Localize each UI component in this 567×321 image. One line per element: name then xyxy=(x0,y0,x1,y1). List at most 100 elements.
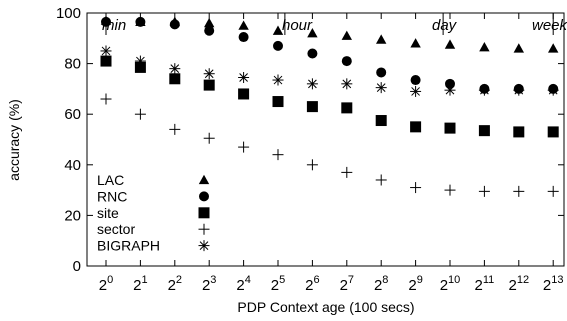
point-rnc xyxy=(307,48,318,59)
y-axis-label: accuracy (%) xyxy=(6,99,22,181)
point-bigraph xyxy=(513,84,525,96)
x-tick-label: 27 xyxy=(340,274,354,294)
point-rnc xyxy=(169,19,180,30)
point-sector xyxy=(238,141,250,153)
legend-marker-rnc xyxy=(199,191,209,202)
point-rnc xyxy=(273,40,283,51)
axis-ticks: 0 20 40 60 80 100 20 21 22 23 24 25 26 27 28 29 210 211 21… xyxy=(56,5,564,294)
y-tick-label: 100 xyxy=(56,5,81,22)
point-rnc xyxy=(341,56,352,67)
y-tick-label: 20 xyxy=(64,207,81,224)
point-sector xyxy=(513,185,525,197)
x-tick-label: 211 xyxy=(475,274,495,294)
star-d2 xyxy=(342,79,352,89)
point-bigraph xyxy=(134,55,146,67)
x-tick-label: 21 xyxy=(133,274,147,294)
series-sector xyxy=(100,93,559,197)
point-bigraph xyxy=(341,78,353,90)
star-d2 xyxy=(480,85,489,95)
x-tick-label: 212 xyxy=(509,274,530,294)
point-lac xyxy=(376,34,387,44)
y-tick-label: 40 xyxy=(64,157,81,174)
point-lac xyxy=(444,39,456,49)
star-d2 xyxy=(199,241,209,250)
point-lac xyxy=(204,17,215,28)
point-bigraph xyxy=(410,85,422,97)
series-bigraph xyxy=(100,45,559,97)
point-sector xyxy=(410,182,422,194)
point-site xyxy=(341,102,353,114)
star-d2 xyxy=(204,69,214,79)
point-sector xyxy=(547,185,559,197)
point-site xyxy=(478,125,490,137)
star-d2 xyxy=(170,64,180,74)
annotation-label: min xyxy=(102,17,126,34)
x-axis-label: PDP Context age (100 secs) xyxy=(237,299,414,315)
point-sector xyxy=(375,174,387,186)
point-rnc xyxy=(410,75,421,86)
point-site xyxy=(375,115,387,127)
star-d2 xyxy=(308,79,317,89)
y-tick-label: 60 xyxy=(64,106,81,123)
point-site xyxy=(410,121,422,133)
point-bigraph xyxy=(272,74,284,86)
point-sector xyxy=(100,93,112,105)
star-d2 xyxy=(273,75,283,85)
point-rnc xyxy=(376,67,387,78)
point-lac xyxy=(307,28,318,38)
x-tick-label: 29 xyxy=(408,274,422,294)
annotation-label: week xyxy=(532,17,567,34)
x-tick-label: 24 xyxy=(236,274,250,294)
point-site xyxy=(444,122,456,134)
star-d2 xyxy=(136,56,145,66)
point-site xyxy=(238,88,250,100)
point-sector xyxy=(169,123,181,135)
point-rnc xyxy=(238,32,249,43)
point-rnc xyxy=(204,25,215,36)
point-sector xyxy=(478,185,490,197)
point-lac xyxy=(479,41,490,52)
point-bigraph xyxy=(203,68,215,80)
x-tick-label: 22 xyxy=(168,274,182,294)
point-bigraph xyxy=(169,63,181,75)
x-tick-label: 213 xyxy=(543,274,564,294)
point-sector xyxy=(341,166,353,178)
star-d2 xyxy=(548,85,558,95)
legend-label-lac: LAC xyxy=(97,172,124,188)
x-tick-label: 20 xyxy=(99,274,113,294)
y-tick-label: 80 xyxy=(64,56,81,73)
x-tick-label: 28 xyxy=(374,274,388,294)
point-bigraph xyxy=(547,84,559,96)
annotations: min hour day week xyxy=(102,13,567,35)
data-marks xyxy=(100,15,559,197)
point-lac xyxy=(548,43,559,53)
point-site xyxy=(100,55,112,67)
point-sector xyxy=(203,132,215,144)
legend-label-sector: sector xyxy=(97,221,135,237)
point-bigraph xyxy=(444,84,456,96)
point-sector xyxy=(272,149,284,161)
point-bigraph xyxy=(306,78,318,90)
legend-marker-site xyxy=(198,207,210,219)
annotation-label: hour xyxy=(282,17,313,34)
point-lac xyxy=(272,25,284,35)
point-rnc xyxy=(135,16,146,27)
point-lac xyxy=(513,43,524,53)
series-lac xyxy=(100,15,559,53)
point-site xyxy=(306,101,318,113)
legend-label-bigraph: BIGRAPH xyxy=(97,238,160,254)
point-sector xyxy=(306,159,318,171)
point-site xyxy=(169,73,181,85)
point-bigraph xyxy=(478,84,490,96)
point-lac xyxy=(341,30,352,40)
legend-label-site: site xyxy=(97,205,119,221)
point-bigraph xyxy=(238,72,250,84)
star-d2 xyxy=(239,73,248,82)
star-d2 xyxy=(514,85,524,95)
annotation-label: day xyxy=(432,17,458,34)
x-tick-label: 23 xyxy=(202,274,216,294)
point-site xyxy=(547,126,559,138)
y-tick-label: 0 xyxy=(73,258,81,275)
series-site xyxy=(100,55,559,138)
